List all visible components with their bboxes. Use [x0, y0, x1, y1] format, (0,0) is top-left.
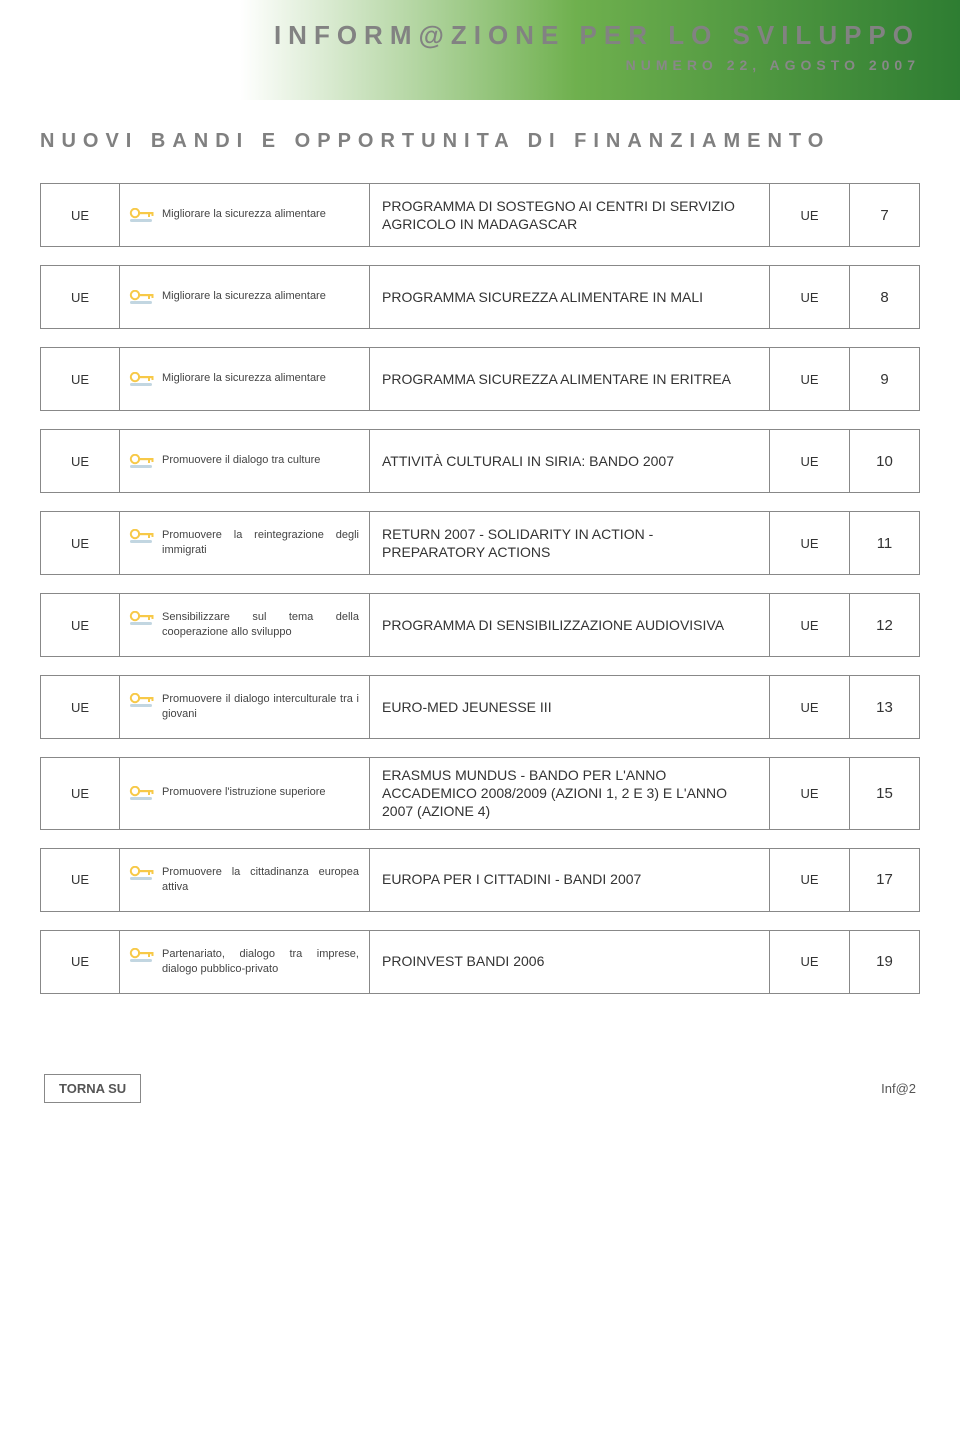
table-row: UE Sensibilizzare sul tema della coopera…	[40, 593, 920, 657]
table-row: UE Promuovere la reintegrazione degli im…	[40, 511, 920, 575]
col-funder: UE	[770, 675, 850, 739]
col-program: RETURN 2007 - SOLIDARITY IN ACTION - PRE…	[370, 511, 770, 575]
theme-text: Promuovere la cittadinanza europea attiv…	[162, 866, 359, 893]
col-source: UE	[40, 183, 120, 247]
key-icon	[128, 372, 156, 388]
page-title: INFORM@ZIONE PER LO SVILUPPO	[0, 20, 920, 51]
col-page-ref: 17	[850, 848, 920, 912]
col-funder: UE	[770, 757, 850, 830]
table-row: UE Migliorare la sicurezza alimentare PRO…	[40, 347, 920, 411]
theme-text: Promuovere l'istruzione superiore	[162, 786, 326, 798]
table-row: UE Promuovere il dialogo tra culture ATTI…	[40, 429, 920, 493]
key-icon	[128, 866, 156, 882]
col-page-ref: 13	[850, 675, 920, 739]
col-funder: UE	[770, 511, 850, 575]
col-theme: Promuovere l'istruzione superiore	[120, 757, 370, 830]
col-source: UE	[40, 429, 120, 493]
col-theme: Sensibilizzare sul tema della cooperazio…	[120, 593, 370, 657]
theme-text: Migliorare la sicurezza alimentare	[162, 372, 326, 384]
table-row: UE Partenariato, dialogo tra imprese, di…	[40, 930, 920, 994]
funding-table: UE Migliorare la sicurezza alimentare PRO…	[40, 183, 920, 994]
key-icon	[128, 786, 156, 802]
col-theme: Promuovere la cittadinanza europea attiv…	[120, 848, 370, 912]
col-source: UE	[40, 675, 120, 739]
table-row: UE Promuovere l'istruzione superiore ERAS…	[40, 757, 920, 830]
col-funder: UE	[770, 265, 850, 329]
header-banner: INFORM@ZIONE PER LO SVILUPPO NUMERO 22, …	[0, 0, 960, 100]
col-source: UE	[40, 757, 120, 830]
col-funder: UE	[770, 347, 850, 411]
col-source: UE	[40, 848, 120, 912]
col-program: PROGRAMMA SICUREZZA ALIMENTARE IN ERITRE…	[370, 347, 770, 411]
key-icon	[128, 529, 156, 545]
table-row: UE Promuovere il dialogo interculturale …	[40, 675, 920, 739]
back-to-top-button[interactable]: TORNA SU	[44, 1074, 141, 1103]
key-icon	[128, 208, 156, 224]
col-theme: Promuovere il dialogo interculturale tra…	[120, 675, 370, 739]
key-icon	[128, 693, 156, 709]
col-page-ref: 19	[850, 930, 920, 994]
col-program: EUROPA PER I CITTADINI - BANDI 2007	[370, 848, 770, 912]
col-source: UE	[40, 265, 120, 329]
col-program: PROGRAMMA SICUREZZA ALIMENTARE IN MALI	[370, 265, 770, 329]
table-row: UE Promuovere la cittadinanza europea at…	[40, 848, 920, 912]
table-row: UE Migliorare la sicurezza alimentare PRO…	[40, 183, 920, 247]
col-funder: UE	[770, 593, 850, 657]
col-page-ref: 15	[850, 757, 920, 830]
key-icon	[128, 611, 156, 627]
col-theme: Promuovere la reintegrazione degli immig…	[120, 511, 370, 575]
title-pre: INFORM	[274, 20, 419, 50]
theme-text: Partenariato, dialogo tra imprese, dialo…	[162, 948, 359, 975]
col-source: UE	[40, 347, 120, 411]
theme-text: Migliorare la sicurezza alimentare	[162, 290, 326, 302]
col-source: UE	[40, 511, 120, 575]
col-page-ref: 12	[850, 593, 920, 657]
table-row: UE Migliorare la sicurezza alimentare PRO…	[40, 265, 920, 329]
col-program: EURO-MED JEUNESSE III	[370, 675, 770, 739]
section-title: NUOVI BANDI E OPPORTUNITA DI FINANZIAMEN…	[40, 130, 920, 153]
col-source: UE	[40, 593, 120, 657]
page-footer: TORNA SU Inf@2	[40, 1074, 920, 1103]
title-post: ZIONE PER LO SVILUPPO	[451, 20, 920, 50]
theme-text: Sensibilizzare sul tema della cooperazio…	[162, 611, 359, 638]
theme-text: Promuovere il dialogo interculturale tra…	[162, 693, 359, 720]
col-funder: UE	[770, 183, 850, 247]
col-funder: UE	[770, 930, 850, 994]
key-icon	[128, 454, 156, 470]
col-funder: UE	[770, 848, 850, 912]
col-theme: Migliorare la sicurezza alimentare	[120, 183, 370, 247]
col-theme: Promuovere il dialogo tra culture	[120, 429, 370, 493]
col-page-ref: 7	[850, 183, 920, 247]
col-page-ref: 9	[850, 347, 920, 411]
col-theme: Partenariato, dialogo tra imprese, dialo…	[120, 930, 370, 994]
col-source: UE	[40, 930, 120, 994]
key-icon	[128, 948, 156, 964]
col-funder: UE	[770, 429, 850, 493]
page-subtitle: NUMERO 22, AGOSTO 2007	[0, 57, 920, 73]
title-at: @	[418, 20, 450, 50]
page-number: Inf@2	[881, 1081, 916, 1096]
theme-text: Promuovere il dialogo tra culture	[162, 454, 320, 466]
col-theme: Migliorare la sicurezza alimentare	[120, 265, 370, 329]
col-theme: Migliorare la sicurezza alimentare	[120, 347, 370, 411]
col-program: PROGRAMMA DI SENSIBILIZZAZIONE AUDIOVISI…	[370, 593, 770, 657]
theme-text: Promuovere la reintegrazione degli immig…	[162, 529, 359, 556]
col-program: PROGRAMMA DI SOSTEGNO AI CENTRI DI SERVI…	[370, 183, 770, 247]
col-page-ref: 11	[850, 511, 920, 575]
theme-text: Migliorare la sicurezza alimentare	[162, 208, 326, 220]
col-page-ref: 8	[850, 265, 920, 329]
page: INFORM@ZIONE PER LO SVILUPPO NUMERO 22, …	[0, 0, 960, 1143]
col-program: ATTIVITÀ CULTURALI IN SIRIA: BANDO 2007	[370, 429, 770, 493]
col-page-ref: 10	[850, 429, 920, 493]
key-icon	[128, 290, 156, 306]
col-program: ERASMUS MUNDUS - BANDO PER L'ANNO ACCADE…	[370, 757, 770, 830]
col-program: PROINVEST BANDI 2006	[370, 930, 770, 994]
